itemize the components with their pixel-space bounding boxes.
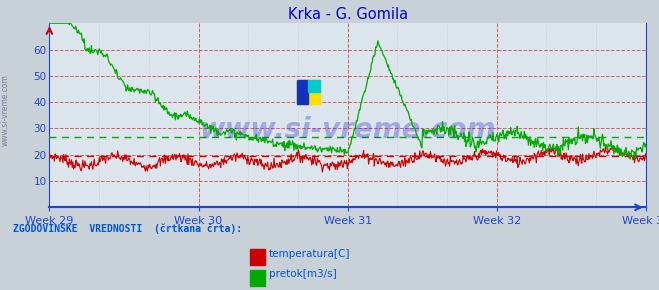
Title: Krka - G. Gomila: Krka - G. Gomila — [287, 7, 408, 22]
Bar — [297, 80, 308, 104]
Text: pretok[m3/s]: pretok[m3/s] — [269, 269, 337, 279]
Text: www.si-vreme.com: www.si-vreme.com — [200, 116, 496, 144]
Text: www.si-vreme.com: www.si-vreme.com — [1, 74, 10, 146]
Text: ZGODOVINSKE  VREDNOSTI  (črtkana črta):: ZGODOVINSKE VREDNOSTI (črtkana črta): — [13, 224, 243, 234]
Text: temperatura[C]: temperatura[C] — [269, 249, 351, 259]
Bar — [308, 80, 320, 92]
Bar — [297, 80, 320, 104]
